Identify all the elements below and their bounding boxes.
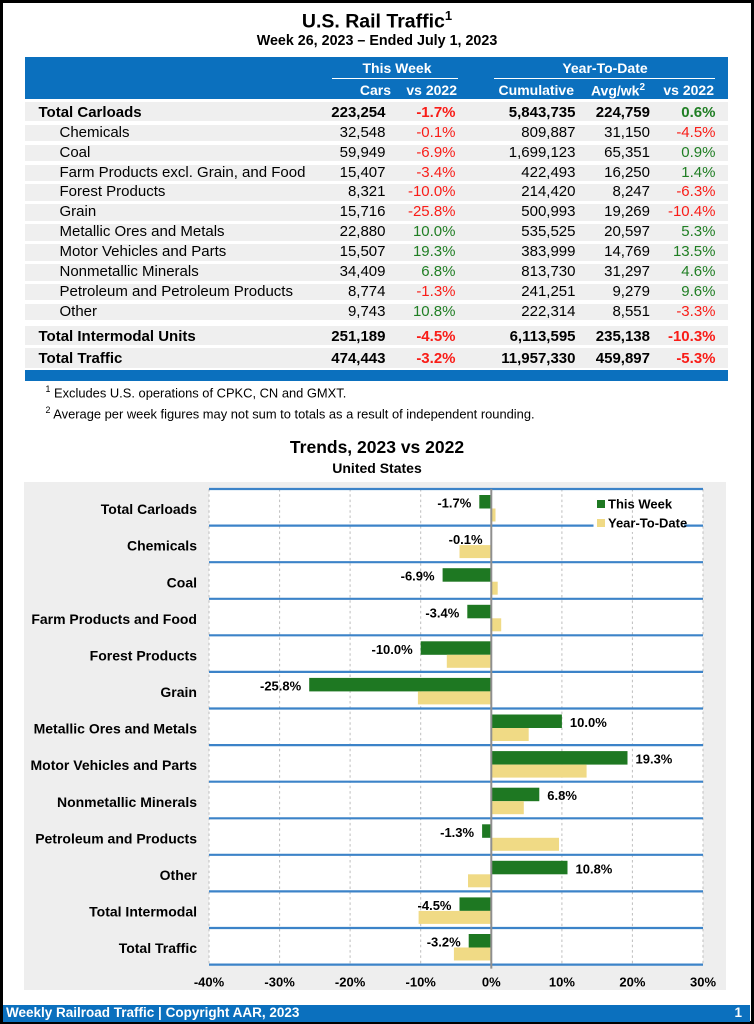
svg-text:-20%: -20% xyxy=(335,974,366,989)
svg-text:-4.5%: -4.5% xyxy=(418,898,452,913)
svg-text:Chemicals: Chemicals xyxy=(127,538,197,554)
svg-text:-1.7%: -1.7% xyxy=(437,496,471,511)
svg-text:10%: 10% xyxy=(549,974,575,989)
svg-text:Other: Other xyxy=(160,867,198,883)
svg-text:-0.1%: -0.1% xyxy=(449,532,483,547)
svg-text:Total Traffic: Total Traffic xyxy=(119,940,198,956)
svg-text:-1.3%: -1.3% xyxy=(440,825,474,840)
svg-text:Grain: Grain xyxy=(160,684,197,700)
svg-text:-40%: -40% xyxy=(194,974,225,989)
svg-text:19.3%: 19.3% xyxy=(636,752,673,767)
svg-text:Coal: Coal xyxy=(167,574,197,590)
svg-text:10.8%: 10.8% xyxy=(576,861,613,876)
svg-text:Metallic Ores and Metals: Metallic Ores and Metals xyxy=(34,721,198,737)
svg-text:30%: 30% xyxy=(690,974,716,989)
svg-text:-10%: -10% xyxy=(406,974,437,989)
svg-text:20%: 20% xyxy=(619,974,645,989)
svg-text:-30%: -30% xyxy=(264,974,295,989)
svg-text:10.0%: 10.0% xyxy=(570,715,607,730)
svg-text:This Week: This Week xyxy=(608,497,673,512)
svg-text:6.8%: 6.8% xyxy=(547,788,577,803)
svg-text:Forest Products: Forest Products xyxy=(90,647,198,663)
svg-text:-3.2%: -3.2% xyxy=(427,935,461,950)
svg-text:Petroleum and Products: Petroleum and Products xyxy=(35,830,197,846)
svg-text:Total Carloads: Total Carloads xyxy=(101,501,197,517)
svg-text:-10.0%: -10.0% xyxy=(371,642,413,657)
svg-text:Farm Products and Food: Farm Products and Food xyxy=(31,611,197,627)
svg-text:Year-To-Date: Year-To-Date xyxy=(608,516,687,531)
svg-text:Nonmetallic Minerals: Nonmetallic Minerals xyxy=(57,794,197,810)
svg-text:-6.9%: -6.9% xyxy=(401,569,435,584)
svg-text:Motor Vehicles and Parts: Motor Vehicles and Parts xyxy=(31,757,198,773)
svg-text:0%: 0% xyxy=(482,974,501,989)
svg-text:-3.4%: -3.4% xyxy=(425,605,459,620)
svg-text:Total Intermodal: Total Intermodal xyxy=(89,904,197,920)
svg-text:-25.8%: -25.8% xyxy=(260,678,302,693)
